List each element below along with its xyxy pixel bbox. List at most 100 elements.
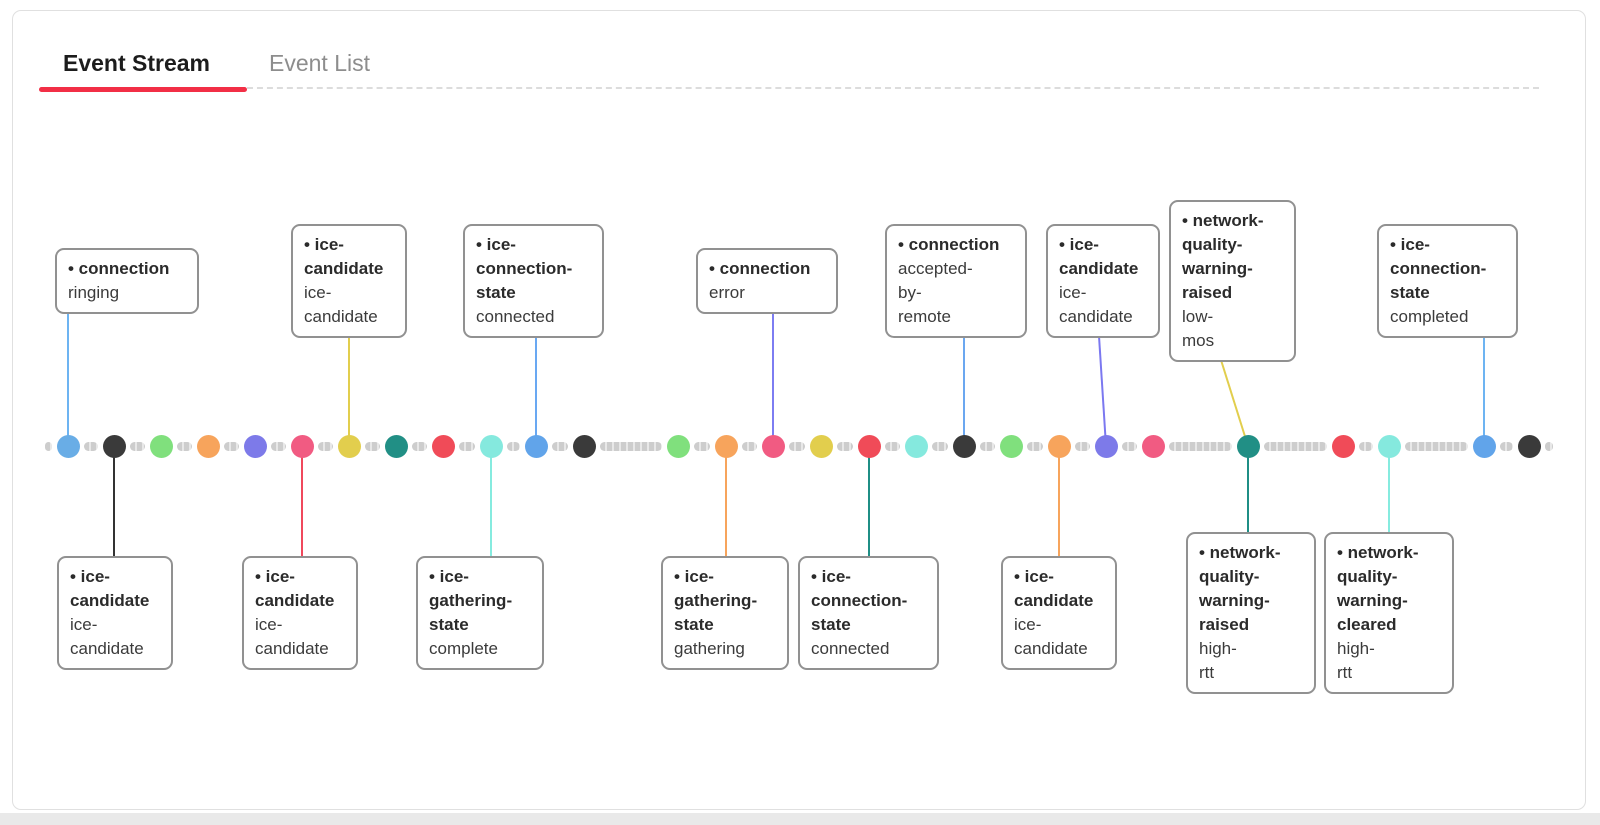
tab-event-stream[interactable]: Event Stream <box>63 45 210 81</box>
timeline-event-dot[interactable] <box>857 434 881 458</box>
timeline-track-segment <box>459 441 475 451</box>
event-callout-ice-candidate: • ice- candidate ice- candidate <box>1001 556 1117 670</box>
timeline-event-dot[interactable] <box>809 434 833 458</box>
event-detail: ice- candidate <box>1014 615 1088 658</box>
timeline-track-segment <box>600 441 662 451</box>
timeline-event-dot[interactable] <box>384 434 408 458</box>
timeline-track-segment <box>980 441 995 451</box>
timeline-track-segment <box>1359 441 1373 451</box>
timeline-track-segment <box>271 441 286 451</box>
timeline-event-dot[interactable] <box>524 434 548 458</box>
event-name: • ice- gathering- state <box>674 567 758 634</box>
timeline-track-segment <box>789 441 805 451</box>
event-callout-ice-candidate: • ice- candidate ice- candidate <box>57 556 173 670</box>
timeline-event-dot[interactable] <box>1331 434 1355 458</box>
event-callout-ice-candidate: • ice- candidate ice- candidate <box>291 224 407 338</box>
timeline-track-segment <box>318 441 333 451</box>
event-callout-ice-connection-state: • ice- connection- state connected <box>463 224 604 338</box>
event-name: • ice- candidate <box>304 235 384 278</box>
event-detail: accepted- by- remote <box>898 259 973 326</box>
event-detail: connected <box>811 639 890 658</box>
timeline-event-dot[interactable] <box>1047 434 1071 458</box>
timeline-track-segment <box>1500 441 1513 451</box>
timeline-track-segment <box>885 441 900 451</box>
timeline-track-segment <box>742 441 757 451</box>
event-detail: connected <box>476 307 555 326</box>
event-name: • connection <box>898 235 1000 254</box>
event-callout-network-quality-warning-cleared: • network- quality- warning- cleared high… <box>1324 532 1454 694</box>
timeline-event-dot[interactable] <box>243 434 267 458</box>
tab-event-list[interactable]: Event List <box>269 45 370 81</box>
timeline-event-dot[interactable] <box>1517 434 1541 458</box>
timeline-event-dot[interactable] <box>1141 434 1165 458</box>
timeline-track-segment <box>224 441 239 451</box>
timeline-event-dot[interactable] <box>1377 434 1401 458</box>
timeline-track-segment <box>365 441 380 451</box>
event-callout-ice-candidate: • ice- candidate ice- candidate <box>242 556 358 670</box>
timeline-event-dot[interactable] <box>952 434 976 458</box>
event-callout-connection: • connection ringing <box>55 248 199 314</box>
timeline-track-segment <box>1405 441 1468 451</box>
event-detail: ice- candidate <box>255 615 329 658</box>
timeline-event-dot[interactable] <box>999 434 1023 458</box>
event-stream-card: Event Stream Event List • connection ring… <box>12 10 1586 810</box>
event-name: • ice- gathering- state <box>429 567 513 634</box>
timeline-event-dot[interactable] <box>761 434 785 458</box>
timeline-track-segment <box>1122 441 1137 451</box>
event-detail: gathering <box>674 639 745 658</box>
timeline-event-dot[interactable] <box>904 434 928 458</box>
timeline-track-segment <box>130 441 145 451</box>
timeline-track-segment <box>694 441 710 451</box>
event-name: • ice- candidate <box>1059 235 1139 278</box>
event-name: • network- quality- warning- raised <box>1182 211 1264 302</box>
event-name: • connection <box>68 259 170 278</box>
timeline-event-dot[interactable] <box>196 434 220 458</box>
event-name: • network- quality- warning- raised <box>1199 543 1281 634</box>
event-callout-network-quality-warning-raised: • network- quality- warning- raised low- … <box>1169 200 1296 362</box>
event-name: • ice- candidate <box>70 567 150 610</box>
timeline-event-dot[interactable] <box>149 434 173 458</box>
event-name: • ice- connection- state <box>476 235 573 302</box>
event-detail: ice- candidate <box>304 283 378 326</box>
event-name: • connection <box>709 259 811 278</box>
timeline-track-segment <box>412 441 427 451</box>
timeline-track-segment <box>177 441 192 451</box>
timeline-track-segment <box>1075 441 1090 451</box>
active-tab-indicator <box>39 87 247 92</box>
event-detail: complete <box>429 639 498 658</box>
event-detail: high- rtt <box>1337 639 1375 682</box>
event-callout-connection: • connection error <box>696 248 838 314</box>
tab-divider-line <box>247 87 1539 89</box>
event-callout-ice-gathering-state: • ice- gathering- state complete <box>416 556 544 670</box>
event-callout-ice-connection-state: • ice- connection- state completed <box>1377 224 1518 338</box>
timeline-event-dot[interactable] <box>431 434 455 458</box>
timeline-event-dot[interactable] <box>1236 434 1260 458</box>
timeline-event-dot[interactable] <box>666 434 690 458</box>
timeline-track-segment <box>1027 441 1043 451</box>
timeline-track-segment <box>1545 441 1553 451</box>
timeline-event-dot[interactable] <box>337 434 361 458</box>
event-detail: error <box>709 283 745 302</box>
timeline-track-segment <box>1264 441 1327 451</box>
event-detail: ice- candidate <box>1059 283 1133 326</box>
event-callout-ice-gathering-state: • ice- gathering- state gathering <box>661 556 789 670</box>
timeline-track-segment <box>507 441 520 451</box>
timeline-event-dot[interactable] <box>102 434 126 458</box>
timeline-event-dot[interactable] <box>1472 434 1496 458</box>
timeline-track-segment <box>45 441 52 451</box>
tab-event-stream-label: Event Stream <box>63 50 211 76</box>
timeline-event-dot[interactable] <box>479 434 503 458</box>
event-name: • ice- connection- state <box>1390 235 1487 302</box>
timeline-event-dot[interactable] <box>290 434 314 458</box>
timeline-event-dot[interactable] <box>56 434 80 458</box>
timeline-event-dot[interactable] <box>714 434 738 458</box>
event-stream-timeline: • connection ringing • ice- candidate ice- … <box>13 11 1585 809</box>
event-callout-ice-candidate: • ice- candidate ice- candidate <box>1046 224 1160 338</box>
event-callout-ice-connection-state: • ice- connection- state connected <box>798 556 939 670</box>
timeline-event-dot[interactable] <box>572 434 596 458</box>
event-name: • ice- connection- state <box>811 567 908 634</box>
timeline-event-dot[interactable] <box>1094 434 1118 458</box>
tab-bar: Event Stream Event List <box>39 31 1539 92</box>
timeline-track-segment <box>1169 441 1232 451</box>
timeline-track-segment <box>84 441 98 451</box>
